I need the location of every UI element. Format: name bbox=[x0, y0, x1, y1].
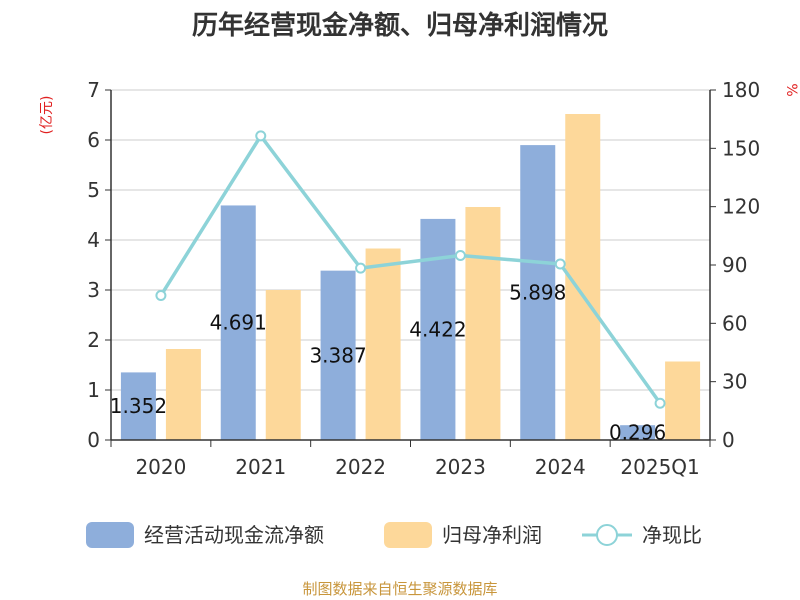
bar bbox=[265, 290, 301, 440]
axes bbox=[105, 89, 716, 447]
bar bbox=[620, 425, 656, 440]
x-tick-label: 2025Q1 bbox=[620, 455, 699, 479]
ratio-point bbox=[654, 397, 666, 409]
y-left-tick-label: 5 bbox=[87, 178, 100, 202]
data-labels: 1.352 4.691 3.387 4.422 5.898 0.296 bbox=[110, 281, 666, 445]
y-left-tick-label: 7 bbox=[87, 78, 100, 102]
source-note: 制图数据来自恒生聚源数据库 bbox=[302, 580, 497, 598]
bar-data-label: 4.691 bbox=[210, 311, 267, 335]
bar bbox=[220, 205, 256, 440]
x-tick-label: 2020 bbox=[135, 455, 186, 479]
bar-data-label: 1.352 bbox=[110, 394, 167, 418]
legend-label-cash-flow: 经营活动现金流净额 bbox=[144, 523, 324, 547]
y-left-tick-label: 6 bbox=[87, 128, 100, 152]
bar-data-label: 3.387 bbox=[309, 343, 366, 367]
x-tick-label: 2023 bbox=[435, 455, 486, 479]
legend-swatch-net-profit bbox=[384, 522, 432, 548]
bar bbox=[165, 349, 201, 440]
bar bbox=[520, 145, 556, 440]
y-left-tick-label: 3 bbox=[87, 278, 100, 302]
gridlines bbox=[111, 89, 710, 391]
bars bbox=[120, 114, 701, 440]
y-right-tick-label: 150 bbox=[722, 136, 760, 160]
ratio-line-path bbox=[159, 134, 662, 405]
bar-data-label: 5.898 bbox=[509, 281, 566, 305]
x-tick-label: 2024 bbox=[535, 455, 586, 479]
ratio-point bbox=[255, 130, 267, 142]
legend-label-ratio: 净现比 bbox=[642, 523, 702, 547]
bar bbox=[665, 361, 701, 440]
bar-data-label: 0.296 bbox=[609, 421, 666, 445]
bar bbox=[465, 207, 501, 440]
x-tick-label: 2022 bbox=[335, 455, 386, 479]
legend: 经营活动现金流净额 归母净利润 净现比 bbox=[86, 522, 702, 548]
bar-data-label: 4.422 bbox=[409, 317, 466, 341]
ratio-line bbox=[155, 130, 666, 409]
ratio-point bbox=[355, 262, 367, 274]
y-left-tick-label: 1 bbox=[87, 378, 100, 402]
y-right-unit-label: % bbox=[783, 83, 799, 96]
bar bbox=[320, 270, 356, 440]
bar bbox=[120, 372, 156, 440]
chart-title: 历年经营现金净额、归母净利润情况 bbox=[192, 10, 608, 41]
y-right-tick-label: 180 bbox=[722, 78, 760, 102]
y-left-unit-label: (亿元) bbox=[39, 96, 55, 135]
ratio-point bbox=[454, 249, 466, 261]
y-left-tick-label: 0 bbox=[87, 428, 100, 452]
y-right-tick-label: 30 bbox=[722, 370, 747, 394]
y-left-tick-label: 2 bbox=[87, 328, 100, 352]
legend-label-net-profit: 归母净利润 bbox=[442, 523, 542, 547]
legend-swatch-cash-flow bbox=[86, 522, 134, 548]
bar bbox=[365, 248, 401, 440]
tick-labels: 0 1 2 3 4 5 6 7 0 30 60 90 120 150 180 2020 2021 2022 2023… bbox=[87, 78, 760, 479]
ratio-point bbox=[554, 258, 566, 270]
y-left-tick-label: 4 bbox=[87, 228, 100, 252]
y-right-tick-label: 90 bbox=[722, 253, 747, 277]
x-tick-label: 2021 bbox=[235, 455, 286, 479]
ratio-point bbox=[155, 290, 167, 302]
legend-marker-ratio bbox=[596, 524, 618, 546]
y-right-tick-label: 60 bbox=[722, 311, 747, 335]
y-right-tick-label: 120 bbox=[722, 195, 760, 219]
y-right-tick-label: 0 bbox=[722, 428, 735, 452]
